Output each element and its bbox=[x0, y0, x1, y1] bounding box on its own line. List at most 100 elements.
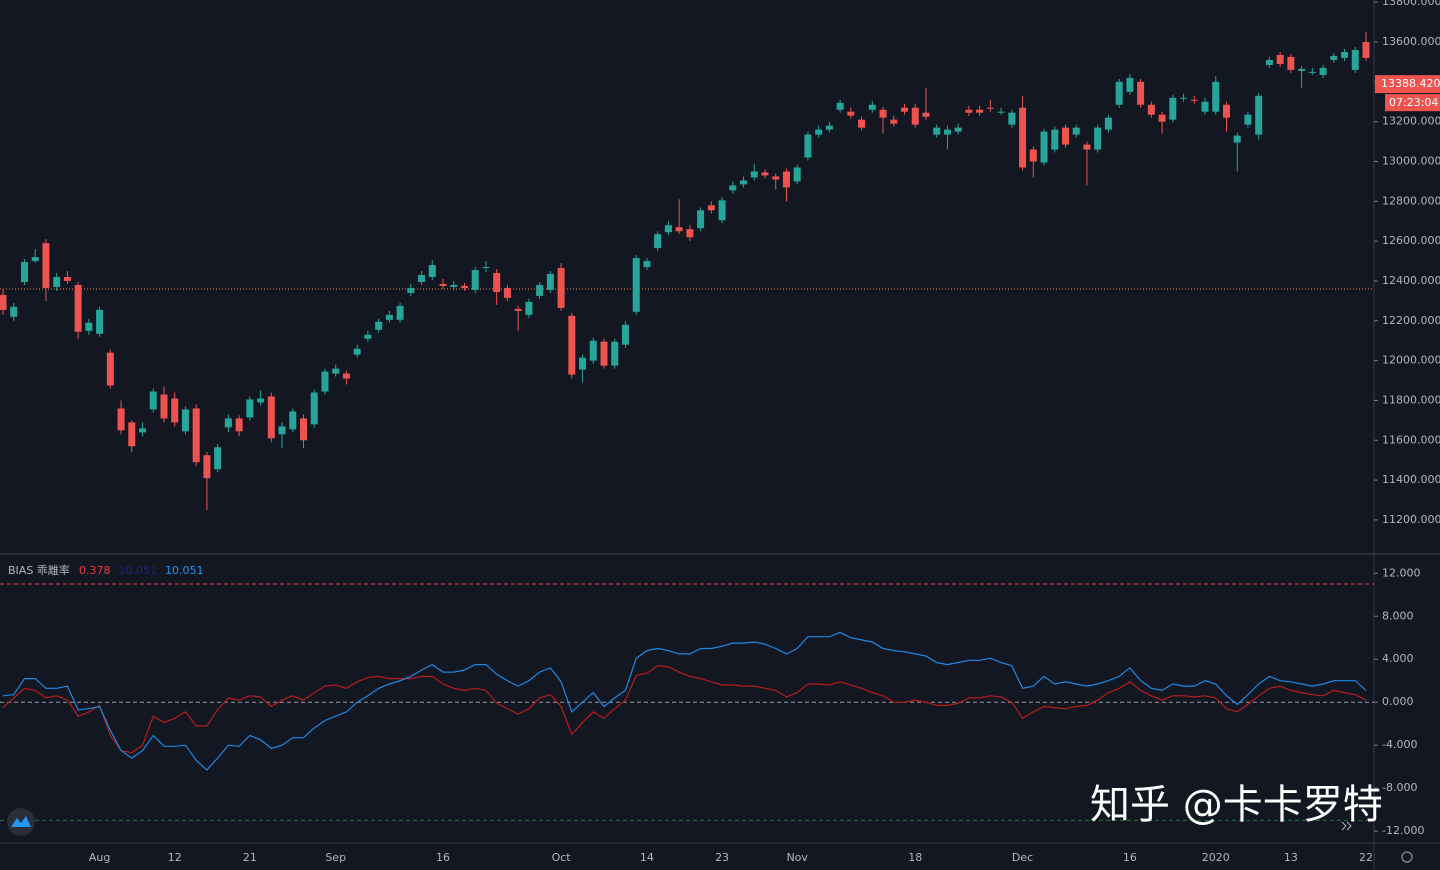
candle-body bbox=[74, 284, 82, 332]
candle-body bbox=[385, 314, 393, 320]
watermark: 知乎 @卡卡罗特 bbox=[1090, 782, 1383, 828]
candle-body bbox=[53, 276, 61, 287]
candle-body bbox=[740, 180, 748, 185]
candle-body bbox=[911, 107, 919, 125]
y-tick-label: -8.000 bbox=[1382, 781, 1417, 794]
candle-body bbox=[321, 371, 329, 392]
settings-button[interactable] bbox=[1401, 851, 1413, 863]
candle-body bbox=[868, 104, 876, 110]
x-tick-label: 22 bbox=[1359, 851, 1373, 864]
candle-body bbox=[364, 334, 372, 339]
y-tick-label: 13800.000 bbox=[1382, 0, 1440, 8]
y-tick-label: 8.000 bbox=[1382, 609, 1414, 622]
candle-body bbox=[1051, 129, 1059, 150]
legend-value: 10.051 bbox=[165, 564, 204, 577]
candle-body bbox=[600, 341, 608, 366]
candle-body bbox=[310, 392, 318, 425]
candle-body bbox=[546, 274, 554, 290]
candle-body bbox=[858, 119, 866, 128]
candle-body bbox=[643, 261, 651, 268]
candle-body bbox=[922, 112, 930, 117]
candle-body bbox=[1201, 101, 1209, 112]
price-tag-label: 13388.420 bbox=[1381, 77, 1440, 90]
x-tick-label: Oct bbox=[552, 851, 572, 864]
candle-body bbox=[815, 129, 823, 135]
y-tick-label: -4.000 bbox=[1382, 738, 1417, 751]
candle-body bbox=[589, 340, 597, 361]
candle-body bbox=[460, 285, 468, 288]
candle-body bbox=[407, 287, 415, 293]
candle-body bbox=[976, 109, 984, 113]
y-tick-label: 12400.000 bbox=[1382, 274, 1440, 287]
candle-body bbox=[31, 257, 39, 262]
y-tick-label: 0.000 bbox=[1382, 695, 1414, 708]
candle-body bbox=[986, 107, 994, 109]
candle-body bbox=[943, 129, 951, 135]
candle-body bbox=[396, 305, 404, 320]
candle-body bbox=[1308, 71, 1316, 73]
candle-body bbox=[611, 341, 619, 366]
candle-body bbox=[10, 306, 18, 317]
x-tick-label: 16 bbox=[1123, 851, 1137, 864]
logo-button[interactable] bbox=[7, 808, 35, 836]
candle-body bbox=[1158, 114, 1166, 122]
candle-body bbox=[450, 284, 458, 287]
candle-body bbox=[804, 134, 812, 158]
candle-body bbox=[1265, 59, 1273, 65]
candle-body bbox=[1147, 104, 1155, 115]
candle-body bbox=[1104, 117, 1112, 130]
candle-body bbox=[1287, 56, 1295, 70]
candle-body bbox=[686, 229, 694, 238]
x-tick-label: Sep bbox=[325, 851, 346, 864]
bias-line bbox=[2, 665, 1367, 754]
y-tick-label: 12800.000 bbox=[1382, 194, 1440, 207]
candle-body bbox=[439, 283, 447, 286]
candle-body bbox=[224, 418, 232, 428]
candle-body bbox=[1040, 131, 1048, 163]
candle-body bbox=[836, 102, 844, 110]
countdown-label: 07:23:04 bbox=[1389, 96, 1438, 109]
x-tick-label: 18 bbox=[908, 851, 922, 864]
candle-body bbox=[42, 243, 50, 288]
candle-body bbox=[954, 127, 962, 132]
indicator-title: BIAS 乖離率 bbox=[8, 563, 70, 577]
legend-value: 10.051 bbox=[119, 564, 158, 577]
candle-body bbox=[890, 119, 898, 124]
y-tick-label: 13600.000 bbox=[1382, 35, 1440, 48]
candle-body bbox=[257, 398, 265, 403]
candle-body bbox=[96, 309, 104, 334]
x-tick-label: Dec bbox=[1012, 851, 1033, 864]
candle-body bbox=[1072, 127, 1080, 135]
candle-body bbox=[1008, 112, 1016, 125]
candle-body bbox=[1341, 51, 1349, 58]
x-tick-label: 12 bbox=[168, 851, 182, 864]
y-tick-label: 4.000 bbox=[1382, 652, 1414, 665]
x-tick-label: 23 bbox=[715, 851, 729, 864]
scroll-button[interactable] bbox=[1341, 821, 1352, 831]
candle-body bbox=[1094, 127, 1102, 150]
candle-body bbox=[514, 308, 522, 311]
y-tick-label: 13000.000 bbox=[1382, 154, 1440, 167]
candle-body bbox=[729, 185, 737, 191]
candle-body bbox=[117, 408, 125, 431]
candle-body bbox=[1351, 49, 1359, 70]
legend-value: 0.378 bbox=[79, 564, 111, 577]
candle-body bbox=[847, 111, 855, 116]
candle-body bbox=[761, 172, 769, 176]
candle-body bbox=[557, 268, 565, 308]
candle-body bbox=[203, 455, 211, 479]
y-tick-label: 11800.000 bbox=[1382, 393, 1440, 406]
candle-body bbox=[1330, 55, 1338, 60]
candle-body bbox=[697, 210, 705, 229]
candle-body bbox=[1126, 77, 1134, 92]
x-tick-label: Nov bbox=[786, 851, 808, 864]
candle-body bbox=[782, 171, 790, 188]
candle-body bbox=[493, 273, 501, 292]
candle-body bbox=[1255, 95, 1263, 135]
candle-body bbox=[20, 262, 28, 282]
logo-icon bbox=[11, 816, 31, 827]
candle-body bbox=[353, 348, 361, 355]
candle-body bbox=[181, 409, 189, 432]
